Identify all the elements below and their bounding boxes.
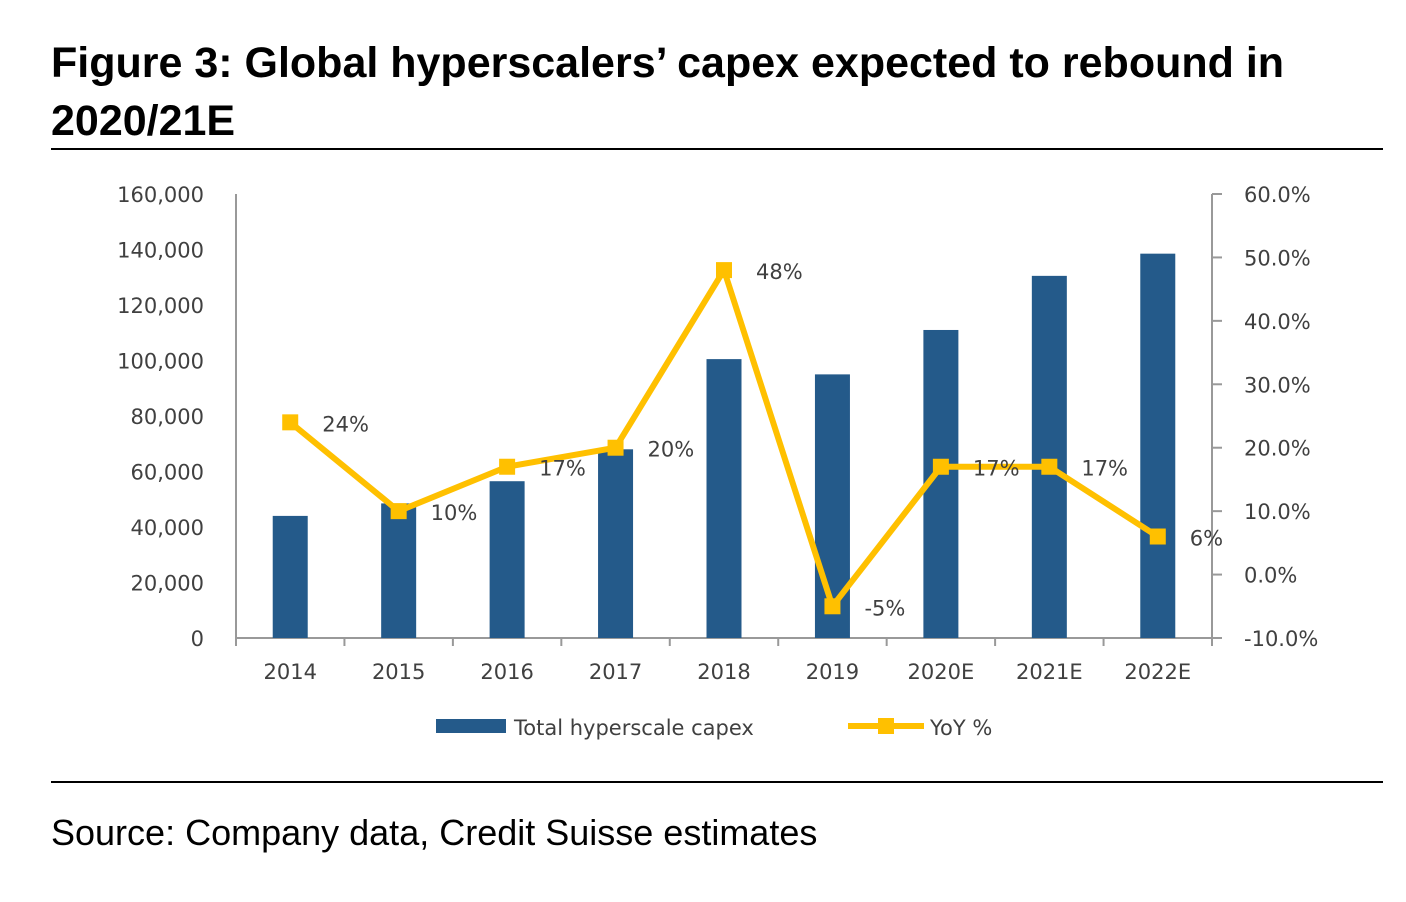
bar-2018 (706, 359, 742, 638)
yoy-marker-2014 (282, 414, 299, 431)
yoy-marker-2022E (1149, 528, 1166, 545)
x-tick-label: 2014 (263, 660, 316, 684)
yoy-data-label: 17% (1081, 457, 1128, 481)
bar-2016 (489, 481, 525, 638)
left-tick-label: 0 (191, 627, 204, 651)
right-tick-label: 20.0% (1244, 437, 1311, 461)
bar-2014 (272, 515, 308, 638)
yoy-data-label: 6% (1190, 527, 1223, 551)
source-note: Source: Company data, Credit Suisse esti… (51, 812, 818, 853)
legend-marker-swatch (878, 718, 894, 734)
yoy-data-label: 10% (431, 501, 478, 525)
yoy-data-label: 17% (973, 457, 1020, 481)
right-tick-label: 60.0% (1244, 183, 1311, 207)
yoy-data-label: 17% (539, 457, 586, 481)
right-tick-label: 0.0% (1244, 564, 1297, 588)
yoy-marker-2019 (824, 598, 841, 615)
right-tick-label: 30.0% (1244, 373, 1311, 397)
x-tick-label: 2021E (1016, 660, 1083, 684)
left-tick-label: 60,000 (131, 461, 204, 485)
x-tick-label: 2019 (806, 660, 859, 684)
legend-label-capex: Total hyperscale capex (513, 716, 754, 740)
yoy-data-label: 24% (322, 412, 369, 436)
left-tick-label: 120,000 (117, 294, 204, 318)
x-tick-label: 2022E (1124, 660, 1191, 684)
yoy-marker-2015 (390, 503, 407, 520)
x-tick-label: 2016 (480, 660, 533, 684)
bar-2021E (1031, 275, 1067, 638)
yoy-data-label: 20% (648, 438, 695, 462)
bar-2015 (381, 503, 417, 638)
yoy-marker-2017 (607, 439, 624, 456)
left-tick-label: 140,000 (117, 239, 204, 263)
right-tick-label: 40.0% (1244, 310, 1311, 334)
x-tick-label: 2018 (697, 660, 750, 684)
bar-2017 (598, 449, 634, 638)
x-tick-label: 2015 (372, 660, 425, 684)
yoy-marker-2016 (499, 458, 516, 475)
legend-bar-swatch (436, 719, 506, 733)
left-tick-label: 40,000 (131, 516, 204, 540)
bar-2022E (1140, 253, 1176, 638)
right-tick-label: -10.0% (1244, 627, 1318, 651)
legend-label-yoy: YoY % (929, 716, 992, 740)
right-tick-label: 50.0% (1244, 246, 1311, 270)
right-tick-label: 10.0% (1244, 500, 1311, 524)
yoy-marker-2021E (1041, 458, 1058, 475)
yoy-data-label: -5% (864, 596, 905, 620)
yoy-marker-2018 (716, 262, 732, 279)
figure-title: Figure 3: Global hyperscalers’ capex exp… (51, 39, 1285, 145)
yoy-marker-2020E (932, 458, 949, 475)
top-rule (51, 148, 1383, 150)
left-tick-label: 20,000 (131, 572, 204, 596)
bottom-rule (51, 781, 1383, 783)
left-tick-label: 80,000 (131, 405, 204, 429)
left-tick-label: 160,000 (117, 183, 204, 207)
yoy-data-label: 48% (756, 260, 803, 284)
x-tick-label: 2017 (589, 660, 642, 684)
x-tick-label: 2020E (908, 660, 975, 684)
left-tick-label: 100,000 (117, 350, 204, 374)
